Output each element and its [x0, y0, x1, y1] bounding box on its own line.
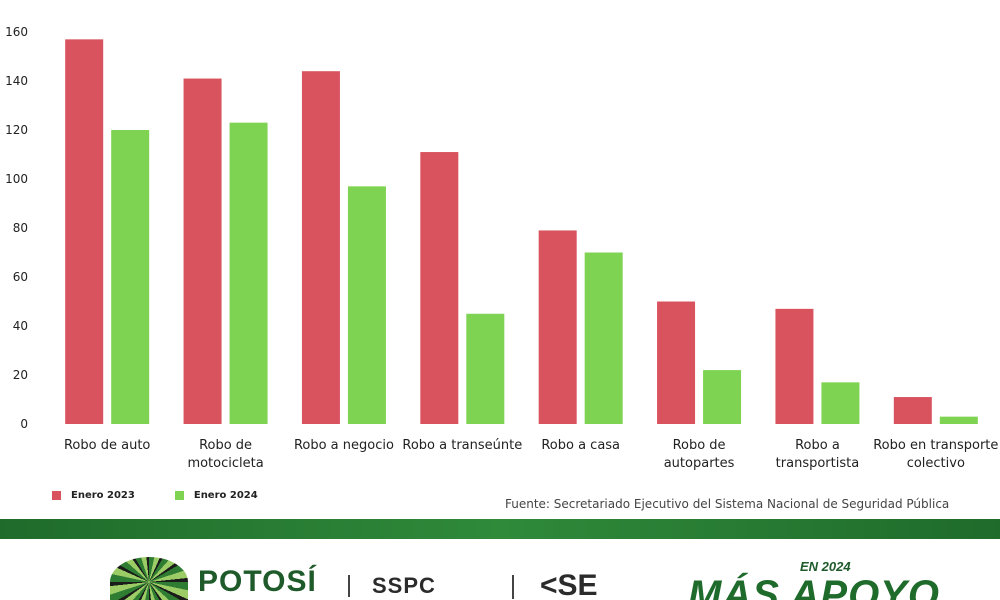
bar-enero-2024	[111, 130, 150, 424]
x-tick-label: Robo a	[795, 438, 840, 453]
x-tick-label: autopartes	[664, 456, 735, 471]
legend-item-2023: Enero 2023	[52, 490, 135, 501]
x-tick-label: transportista	[776, 456, 860, 471]
y-tick-label: 80	[13, 221, 28, 235]
x-tick-label: Robo de auto	[64, 438, 150, 453]
green-band	[0, 519, 1000, 539]
potosi-logo-text: POTOSÍ	[198, 565, 317, 598]
bar-enero-2024	[229, 122, 268, 425]
x-tick-label: colectivo	[907, 456, 965, 471]
y-tick-label: 40	[13, 319, 28, 333]
source-note: Fuente: Secretariado Ejecutivo del Siste…	[505, 497, 950, 511]
y-tick-label: 20	[13, 368, 28, 382]
y-tick-label: 140	[5, 74, 28, 88]
y-tick-label: 0	[20, 417, 28, 431]
y-tick-label: 160	[5, 25, 28, 39]
y-tick-label: 60	[13, 270, 28, 284]
y-tick-label: 100	[5, 172, 28, 186]
bar-enero-2023	[183, 78, 222, 425]
bar-enero-2023	[65, 39, 104, 424]
mas-apoyo-logo-text: MÁS APOYO	[688, 573, 940, 600]
legend-swatch-2024	[174, 491, 184, 500]
legend-label-2023: Enero 2023	[71, 490, 135, 501]
x-tick-label: Robo a casa	[541, 438, 620, 453]
x-tick-label: motocicleta	[187, 456, 263, 471]
bar-enero-2024	[703, 370, 742, 424]
bar-enero-2024	[466, 313, 505, 424]
x-tick-label: Robo a transeúnte	[402, 438, 522, 453]
bar-enero-2023	[657, 301, 696, 424]
bar-chart: 0 20 40 60 80 100 120 140 160 Robo de auto Robo de…	[5, 25, 998, 471]
bar-enero-2024	[939, 416, 978, 424]
legend: Enero 2023 Enero 2024	[52, 490, 258, 501]
legend-item-2024: Enero 2024	[174, 490, 258, 501]
sspc-logo-text: SSPC	[372, 573, 436, 598]
legend-label-2024: Enero 2024	[193, 490, 258, 501]
y-tick-label: 120	[5, 123, 28, 137]
bar-enero-2023	[775, 308, 814, 424]
bar-enero-2023	[538, 230, 577, 424]
footer-logos: POTOSÍ SSPC <SE EN 2024 MÁS APOYO	[0, 539, 1000, 600]
en-2024-text: EN 2024	[800, 559, 851, 574]
footer-divider	[512, 575, 514, 599]
potosi-emblem-icon	[110, 557, 188, 600]
bar-enero-2024	[584, 252, 623, 424]
bar-enero-2023	[420, 152, 459, 425]
bar-enero-2024	[821, 382, 860, 424]
x-tick-label: Robo de	[199, 438, 252, 453]
x-tick-label: Robo en transporte	[873, 438, 998, 453]
x-tick-label: Robo de	[673, 438, 726, 453]
bar-enero-2023	[893, 397, 932, 424]
se-logo-text: <SE	[540, 569, 598, 600]
bar-enero-2023	[301, 71, 340, 424]
legend-swatch-2023	[52, 491, 61, 500]
bar-enero-2024	[347, 186, 386, 424]
footer-divider	[348, 575, 350, 597]
x-tick-label: Robo a negocio	[294, 438, 394, 453]
